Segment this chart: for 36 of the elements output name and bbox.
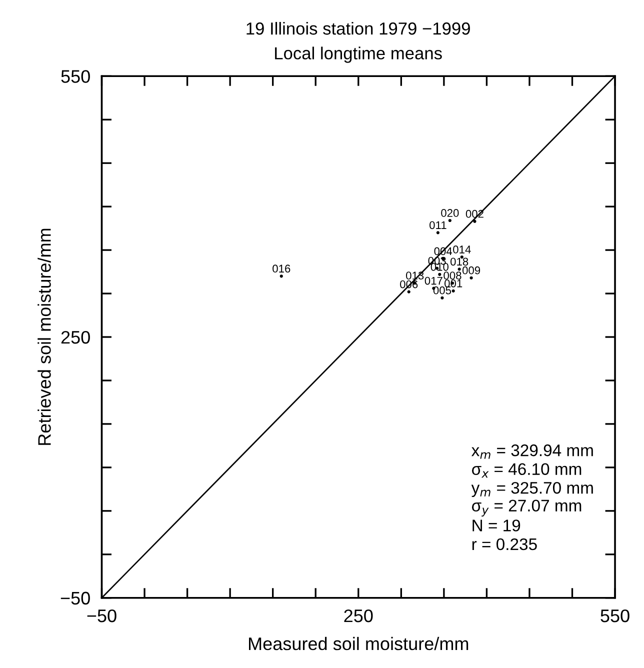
annotation: r = 0.235: [472, 538, 537, 550]
y-axis-title: Retrieved soil moisture/mm: [38, 228, 51, 445]
point: [452, 289, 455, 292]
point: [280, 274, 283, 278]
point: [407, 290, 410, 294]
annotation: 008: [444, 272, 462, 280]
annotation: σ$_{x}$ = 46.10 mm: [472, 463, 582, 478]
annotation: 010: [430, 262, 448, 271]
chart-subtitle: Local longtime means: [275, 46, 442, 63]
annotation: 020: [441, 209, 459, 217]
x-tick-label: 550: [600, 609, 630, 622]
y-tick-label: 250: [61, 330, 90, 344]
annotation: 001: [444, 279, 462, 288]
annotation: 014: [453, 246, 471, 254]
x-axis-title: Measured soil moisture/mm: [249, 636, 468, 650]
point: [470, 276, 473, 280]
point: [473, 220, 476, 223]
annotation: 016: [272, 264, 290, 273]
annotation: σ$_{y}$ = 27.07 mm: [472, 500, 582, 517]
annotation: x$_{m}$ = 329.94 mm: [471, 444, 593, 459]
point: [436, 231, 440, 234]
annotation: y$_{m}$ = 325.70 mm: [471, 482, 593, 498]
point: [440, 296, 444, 300]
point: [458, 268, 461, 271]
y-tick-label: 550: [61, 70, 90, 83]
annotation: 017: [424, 276, 442, 285]
point: [438, 272, 442, 276]
annotation: 018: [450, 258, 468, 266]
x-tick-label: −50: [87, 609, 116, 622]
point: [448, 218, 452, 222]
annotation: 011: [430, 221, 446, 230]
annotation: 009: [462, 266, 480, 274]
x-tick-label: 250: [344, 609, 373, 622]
chart-title: 19 Illinois station 1979 −1999: [246, 22, 470, 35]
y-tick-label: −50: [60, 592, 90, 605]
annotation: N = 19: [472, 520, 520, 532]
